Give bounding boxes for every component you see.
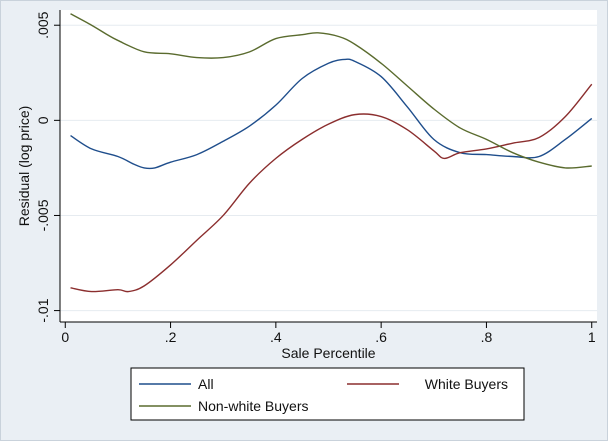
series-line-white-buyers — [70, 83, 593, 293]
series-lines — [70, 13, 593, 293]
y-tick-label-1: 0 — [35, 116, 51, 124]
y-axis-title: Residual (log price) — [16, 106, 32, 227]
y-tick-label-0: .005 — [35, 11, 51, 38]
series-line-all — [70, 58, 593, 170]
legend: All White Buyers Non-white Buyers — [130, 367, 525, 421]
x-tick-label-3: .6 — [375, 329, 387, 345]
x-tick-label-5: 1 — [588, 329, 596, 345]
legend-label-white-buyers: White Buyers — [425, 376, 508, 392]
legend-box — [130, 367, 525, 421]
x-tick-label-1: .2 — [165, 329, 177, 345]
legend-label-non-white-buyers: Non-white Buyers — [198, 398, 309, 414]
axes — [59, 10, 597, 323]
y-tick-label-3: -.01 — [35, 298, 51, 322]
grid-lines — [60, 24, 597, 312]
series-line-non-white-buyers — [70, 13, 592, 169]
x-axis-title: Sale Percentile — [281, 345, 375, 361]
y-tick-label-2: -.005 — [35, 199, 51, 231]
x-tick-label-4: .8 — [481, 329, 493, 345]
x-tick-label-0: 0 — [61, 329, 69, 345]
y-ticks: .005 0 -.005 -.01 — [35, 11, 60, 323]
x-tick-label-2: .4 — [270, 329, 282, 345]
x-ticks: 0 .2 .4 .6 .8 1 — [61, 322, 596, 345]
plot-area — [60, 10, 597, 322]
legend-label-all: All — [198, 376, 214, 392]
